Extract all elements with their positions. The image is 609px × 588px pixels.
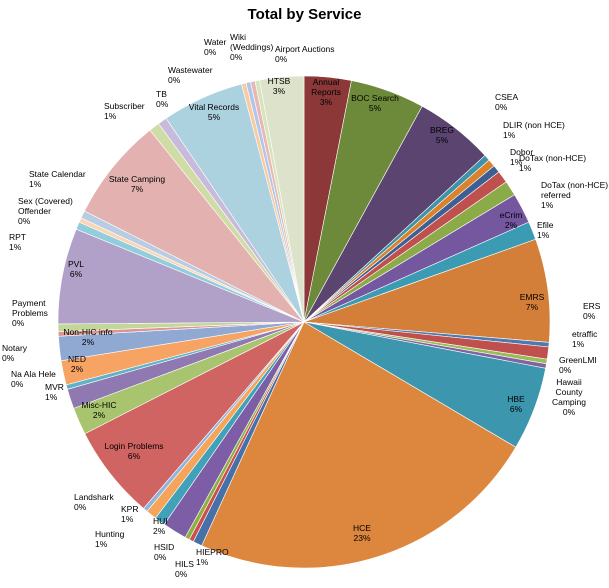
slice-label-water: Water 0% xyxy=(204,37,227,57)
slice-label-mvr: MVR 1% xyxy=(45,382,64,402)
slice-label-misc-hic: Misc-HIC 2% xyxy=(82,400,117,420)
slice-label-htsb: HTSB 3% xyxy=(268,76,291,96)
slice-label-hawaii-county-camping: Hawaii County Camping 0% xyxy=(552,377,586,417)
slice-label-greenlmi: GreenLMI 0% xyxy=(559,355,597,375)
slice-label-kpr: KPR 1% xyxy=(121,504,138,524)
slice-label-ecrim: eCrim 2% xyxy=(500,210,523,230)
slice-label-annual-reports: Annual Reports 3% xyxy=(311,77,341,107)
slice-label-hbe: HBE 6% xyxy=(507,394,525,414)
slice-label-breg: BREG 5% xyxy=(430,125,454,145)
slice-label-etraffic: etraffic 1% xyxy=(572,329,598,349)
slice-label-wiki-weddings-: Wiki (Weddings) 0% xyxy=(230,32,273,62)
slice-label-vital-records: Vital Records 5% xyxy=(189,102,239,122)
slice-label-landshark: Landshark 0% xyxy=(74,492,114,512)
slice-label-hsid: HSID 0% xyxy=(154,542,174,562)
chart-title: Total by Service xyxy=(247,6,362,23)
slice-label-dotax-non-hce-: DoTax (non-HCE) 1% xyxy=(519,153,586,173)
slice-label-rpt: RPT 1% xyxy=(9,232,26,252)
slice-label-hunting: Hunting 1% xyxy=(95,529,125,549)
pie-slice-htsb xyxy=(259,75,305,323)
pie-slice-emrs xyxy=(303,238,551,343)
slice-label-csea: CSEA 0% xyxy=(495,92,518,112)
slice-label-boc-search: BOC Search 5% xyxy=(351,93,399,113)
slice-label-state-calendar: State Calendar 1% xyxy=(29,169,86,189)
pie-slice-state-camping xyxy=(84,129,305,323)
slice-label-ned: NED 2% xyxy=(68,354,86,374)
slice-label-notary: Notary 0% xyxy=(2,343,28,363)
slice-label-dotax-non-hce-referred: DoTax (non-HCE) referred 1% xyxy=(541,180,608,210)
slice-label-tb: TB 0% xyxy=(156,89,169,109)
slice-label-emrs: EMRS 7% xyxy=(520,292,545,312)
slice-label-airport-auctions: Airport Auctions 0% xyxy=(275,44,335,64)
slice-label-hce: HCE 23% xyxy=(353,523,371,543)
slice-label-dobor: Dobor 1% xyxy=(510,147,533,167)
slice-label-payment-problems: Payment Problems 0% xyxy=(12,298,48,328)
slice-label-non-hic-info: Non-HIC info 2% xyxy=(63,327,112,347)
slice-label-dlir-non-hce-: DLIR (non HCE) 1% xyxy=(503,120,565,140)
slice-label-ers: ERS 0% xyxy=(583,301,601,321)
slice-label-wastewater: Wastewater 0% xyxy=(168,65,213,85)
slice-label-hui: HUI 2% xyxy=(153,516,168,536)
slice-label-sex-covered-offender: Sex (Covered) Offender 0% xyxy=(18,196,73,226)
slice-label-state-camping: State Camping 7% xyxy=(109,174,165,194)
slice-label-subscriber: Subscriber 1% xyxy=(104,101,145,121)
slice-label-hiepro: HIEPRO 1% xyxy=(196,547,229,567)
slice-label-efile: Efile 1% xyxy=(537,220,554,240)
pie-slice-hce xyxy=(201,321,517,569)
slice-label-na-ala-hele: Na Ala Hele 0% xyxy=(11,369,56,389)
slice-label-login-problems: Login Problems 6% xyxy=(104,441,163,461)
slice-label-hils: HILS 0% xyxy=(175,559,194,579)
slice-label-pvl: PVL 6% xyxy=(68,259,84,279)
